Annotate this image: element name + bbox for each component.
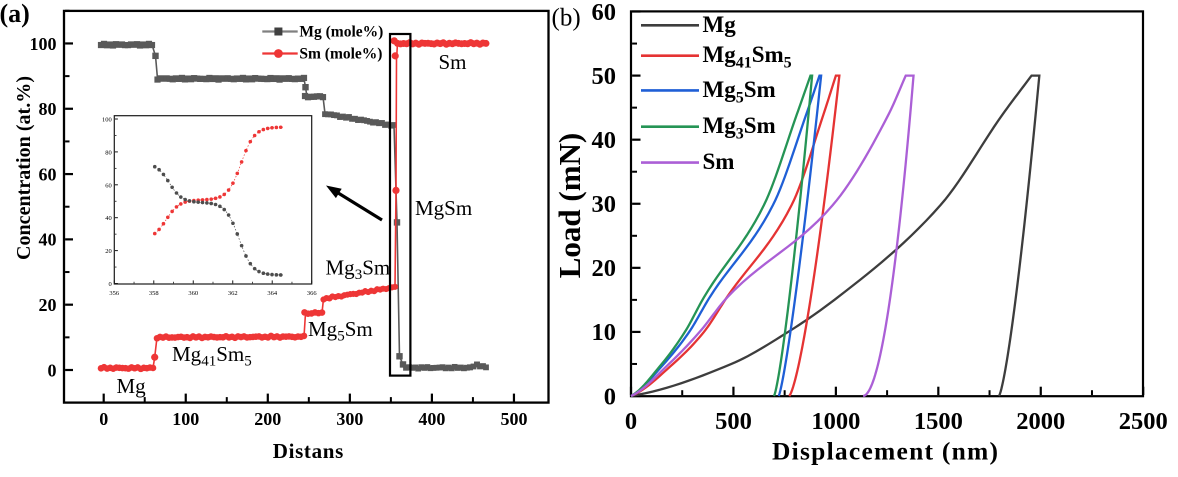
svg-text:(a): (a) bbox=[0, 0, 30, 28]
svg-text:100: 100 bbox=[172, 409, 199, 429]
svg-text:200: 200 bbox=[254, 409, 281, 429]
svg-text:60: 60 bbox=[105, 182, 112, 189]
svg-text:10: 10 bbox=[592, 319, 617, 346]
svg-text:Sm (mole%): Sm (mole%) bbox=[299, 45, 382, 62]
svg-text:30: 30 bbox=[592, 191, 617, 218]
svg-text:50: 50 bbox=[592, 63, 617, 90]
svg-text:Mg3​Sm: Mg3​Sm bbox=[326, 256, 391, 284]
svg-text:1500: 1500 bbox=[914, 408, 963, 435]
svg-text:Mg (mole%): Mg (mole%) bbox=[299, 23, 383, 40]
svg-text:358: 358 bbox=[149, 290, 159, 297]
svg-text:356: 356 bbox=[109, 290, 120, 297]
svg-text:1000: 1000 bbox=[811, 408, 860, 435]
svg-text:60: 60 bbox=[592, 0, 617, 26]
svg-text:Mg: Mg bbox=[117, 374, 147, 398]
svg-text:Mg41​Sm5​: Mg41​Sm5​ bbox=[172, 342, 252, 370]
svg-text:MgSm: MgSm bbox=[415, 196, 472, 220]
svg-text:300: 300 bbox=[336, 409, 363, 429]
svg-text:Mg41​Sm5​: Mg41​Sm5​ bbox=[703, 42, 792, 71]
svg-text:Displacement (nm): Displacement (nm) bbox=[772, 437, 998, 466]
svg-text:40: 40 bbox=[592, 127, 617, 154]
svg-text:0: 0 bbox=[48, 360, 57, 380]
svg-text:(b): (b) bbox=[552, 5, 581, 32]
svg-text:Sm: Sm bbox=[439, 50, 467, 74]
svg-text:2500: 2500 bbox=[1119, 408, 1168, 435]
svg-text:400: 400 bbox=[418, 409, 445, 429]
svg-text:Mg5​Sm: Mg5​Sm bbox=[703, 77, 776, 107]
svg-text:Distans: Distans bbox=[273, 439, 344, 463]
svg-text:20: 20 bbox=[105, 248, 112, 255]
svg-text:Load (mN): Load (mN) bbox=[552, 133, 587, 279]
svg-text:80: 80 bbox=[39, 99, 57, 119]
svg-text:60: 60 bbox=[39, 164, 57, 184]
svg-text:100: 100 bbox=[102, 117, 112, 124]
svg-text:0: 0 bbox=[604, 383, 616, 410]
svg-text:Mg5​Sm: Mg5​Sm bbox=[308, 317, 373, 345]
svg-text:366: 366 bbox=[307, 290, 318, 297]
svg-text:0: 0 bbox=[99, 409, 108, 429]
svg-text:Mg: Mg bbox=[703, 12, 737, 37]
svg-text:Sm: Sm bbox=[703, 149, 735, 174]
svg-text:364: 364 bbox=[267, 290, 278, 297]
svg-text:20: 20 bbox=[592, 255, 617, 282]
svg-text:360: 360 bbox=[188, 290, 198, 297]
svg-text:500: 500 bbox=[715, 408, 752, 435]
svg-text:80: 80 bbox=[105, 149, 112, 156]
svg-text:Mg3​Sm: Mg3​Sm bbox=[703, 113, 776, 143]
svg-text:0: 0 bbox=[625, 408, 637, 435]
svg-text:Concentration (at.%): Concentration (at.%) bbox=[13, 76, 35, 260]
svg-text:40: 40 bbox=[39, 230, 57, 250]
svg-text:100: 100 bbox=[30, 34, 57, 54]
svg-text:2000: 2000 bbox=[1016, 408, 1065, 435]
svg-text:362: 362 bbox=[228, 290, 238, 297]
svg-text:40: 40 bbox=[105, 215, 112, 222]
svg-text:0: 0 bbox=[109, 281, 112, 288]
svg-text:20: 20 bbox=[39, 295, 57, 315]
svg-text:500: 500 bbox=[500, 409, 527, 429]
